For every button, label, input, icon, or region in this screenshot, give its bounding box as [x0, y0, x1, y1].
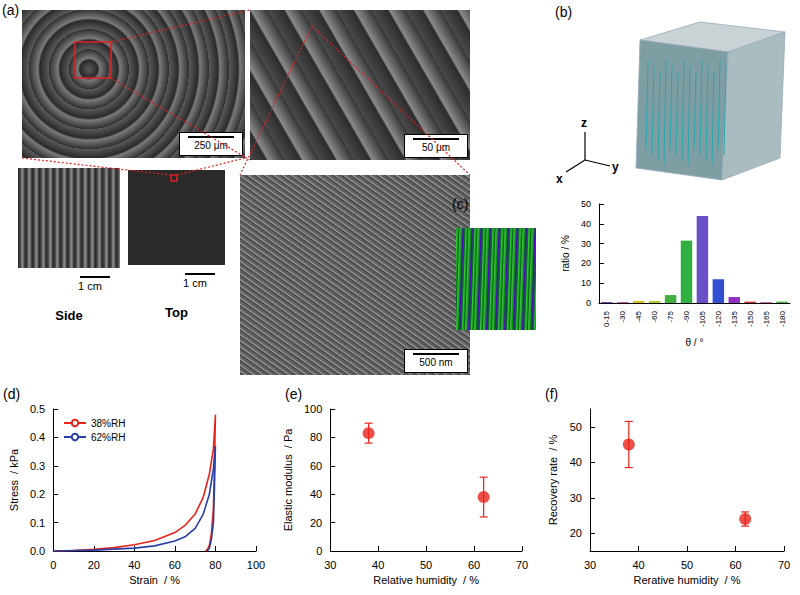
svg-text:0: 0 — [316, 545, 322, 557]
svg-text:-135: -135 — [730, 310, 739, 327]
svg-text:Stress / kPa: Stress / kPa — [8, 448, 20, 511]
svg-text:0: 0 — [50, 559, 56, 571]
svg-text:0.4: 0.4 — [30, 431, 45, 443]
svg-text:-75: -75 — [666, 310, 675, 322]
svg-text:40: 40 — [570, 456, 582, 468]
svg-text:80: 80 — [310, 431, 322, 443]
svg-text:0.2: 0.2 — [30, 488, 45, 500]
svg-text:θ / °: θ / ° — [686, 337, 704, 348]
svg-text:60: 60 — [310, 460, 322, 472]
svg-text:40: 40 — [632, 559, 644, 571]
svg-text:-90: -90 — [682, 310, 691, 322]
html-text:(a): (a) — [2, 2, 20, 18]
svg-text:50: 50 — [581, 199, 591, 209]
html-text:(d): (d) — [3, 386, 21, 402]
svg-text:60: 60 — [468, 559, 480, 571]
html-text:z: z — [581, 116, 587, 130]
svg-text:40: 40 — [372, 559, 384, 571]
svg-text:-45: -45 — [634, 310, 643, 322]
svg-text:20: 20 — [310, 517, 322, 529]
svg-text:62%RH: 62%RH — [91, 432, 125, 443]
html-text:(e): (e) — [285, 386, 303, 402]
svg-text:100: 100 — [247, 559, 265, 571]
svg-text:-30: -30 — [618, 310, 627, 322]
svg-text:40: 40 — [310, 488, 322, 500]
html-text:(f): (f) — [545, 386, 559, 402]
html-text:500 nm: 500 nm — [419, 357, 453, 368]
svg-text:38%RH: 38%RH — [91, 418, 125, 429]
svg-text:0.5: 0.5 — [30, 403, 45, 415]
html-text:50 μm: 50 μm — [422, 142, 450, 153]
svg-text:20: 20 — [570, 527, 582, 539]
svg-text:-180: -180 — [778, 310, 787, 327]
svg-text:40: 40 — [581, 219, 591, 229]
svg-text:-120: -120 — [714, 310, 723, 327]
svg-text:Recovery rate / %: Recovery rate / % — [547, 435, 559, 526]
svg-text:50: 50 — [420, 559, 432, 571]
svg-text:40: 40 — [128, 559, 140, 571]
svg-text:0.3: 0.3 — [30, 460, 45, 472]
svg-text:60: 60 — [729, 559, 741, 571]
svg-text:0-15: 0-15 — [602, 310, 611, 327]
svg-text:-105: -105 — [698, 310, 707, 327]
svg-text:70: 70 — [516, 559, 528, 571]
svg-text:10: 10 — [581, 278, 591, 288]
svg-text:ratio / %: ratio / % — [560, 235, 571, 272]
svg-text:50: 50 — [681, 559, 693, 571]
svg-text:20: 20 — [581, 258, 591, 268]
svg-text:-165: -165 — [762, 310, 771, 327]
svg-text:Rerative humidity / %: Rerative humidity / % — [634, 574, 741, 586]
html-text:250 μm: 250 μm — [194, 140, 228, 151]
svg-text:100: 100 — [304, 403, 322, 415]
svg-text:30: 30 — [570, 492, 582, 504]
svg-text:30: 30 — [324, 559, 336, 571]
html-text:x: x — [556, 172, 563, 186]
html-text:Side: Side — [55, 308, 83, 323]
svg-text:0.0: 0.0 — [30, 545, 45, 557]
svg-text:80: 80 — [209, 559, 221, 571]
svg-text:0.1: 0.1 — [30, 517, 45, 529]
svg-text:0: 0 — [586, 298, 591, 308]
svg-text:70: 70 — [778, 559, 790, 571]
html-text:1 cm: 1 cm — [183, 277, 207, 289]
html-text:(c): (c) — [452, 196, 469, 212]
svg-text:50: 50 — [570, 421, 582, 433]
html-text:(b): (b) — [555, 4, 573, 20]
svg-text:-60: -60 — [650, 310, 659, 322]
html-text:Top: Top — [165, 305, 188, 320]
svg-text:-150: -150 — [746, 310, 755, 327]
svg-text:Strain / %: Strain / % — [129, 574, 180, 586]
svg-text:20: 20 — [88, 559, 100, 571]
html-text:1 cm: 1 cm — [78, 280, 102, 292]
svg-text:30: 30 — [581, 239, 591, 249]
svg-text:30: 30 — [584, 559, 596, 571]
html-text:y: y — [612, 160, 619, 174]
svg-text:Elastic modulus / Pa: Elastic modulus / Pa — [282, 428, 294, 532]
svg-text:60: 60 — [169, 559, 181, 571]
svg-text:Relative humidity / %: Relative humidity / % — [373, 574, 479, 586]
